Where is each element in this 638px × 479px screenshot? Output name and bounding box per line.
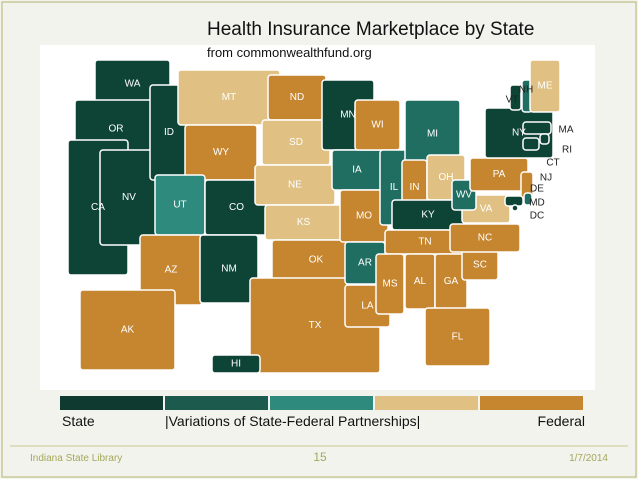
state-label: MD — [529, 198, 545, 209]
state-label: NY — [512, 128, 526, 139]
state-shape — [211, 354, 261, 374]
state-label: KY — [421, 210, 435, 221]
legend-label: Federal — [538, 413, 585, 429]
state-label: HI — [231, 359, 241, 370]
state-label: MO — [356, 211, 372, 222]
state-label: KS — [297, 217, 311, 228]
state-label: NJ — [540, 173, 552, 184]
subtitle: from commonwealthfund.org — [207, 45, 372, 60]
state-label: NE — [288, 180, 302, 191]
state-label: OH — [439, 172, 454, 183]
state-label: AZ — [165, 265, 178, 276]
legend — [60, 396, 583, 410]
state-label: MN — [340, 110, 356, 121]
state-label: DC — [530, 211, 544, 222]
legend-label: |Variations of State-Federal Partnership… — [165, 413, 420, 429]
page-number: 15 — [313, 450, 327, 464]
state-label: SC — [473, 260, 487, 271]
state-label: SD — [289, 137, 303, 148]
state-label: CT — [546, 158, 559, 169]
state-label: WV — [456, 190, 472, 201]
legend-swatch — [270, 396, 373, 410]
state-label: OR — [109, 124, 124, 135]
legend-swatch — [60, 396, 163, 410]
map: WA OR CA NV ID MT WY UT CO AZ NM ND SD NE KS OK TX MN IA MO… — [67, 59, 574, 374]
state-label: UT — [173, 200, 186, 211]
state-label: CO — [229, 202, 244, 213]
legend-swatch — [480, 396, 583, 410]
state-shape — [79, 289, 176, 371]
footer-source: Indiana State Library — [30, 453, 122, 464]
state-label: PA — [493, 169, 506, 180]
state-label: RI — [562, 145, 572, 156]
state-shape — [509, 84, 522, 111]
state-label: ME — [538, 81, 553, 92]
state-label: NC — [478, 233, 492, 244]
state-label: AK — [121, 325, 135, 336]
state-shape — [354, 99, 401, 151]
state-label: WA — [125, 79, 141, 90]
state-label: AL — [414, 276, 427, 287]
state-shape — [529, 59, 561, 113]
state-shape — [539, 133, 550, 145]
state-label: NM — [221, 264, 237, 275]
state-shape — [199, 234, 259, 304]
title: Health Insurance Marketplace by State — [207, 19, 534, 40]
state-label: IL — [390, 182, 399, 193]
state-label: GA — [444, 276, 459, 287]
state-label: NH — [519, 85, 533, 96]
state-shape — [424, 307, 491, 367]
legend-swatch — [165, 396, 268, 410]
state-shape — [522, 121, 552, 135]
state-label: FL — [452, 332, 464, 343]
state-label: CA — [91, 202, 105, 213]
state-label: WI — [371, 120, 383, 131]
state-shape — [375, 253, 405, 315]
state-shape — [523, 192, 533, 206]
state-label: ID — [164, 127, 174, 138]
state-label: AR — [358, 258, 372, 269]
state-label: OK — [309, 255, 324, 266]
state-label: MT — [222, 92, 236, 103]
state-label: MA — [559, 125, 574, 136]
legend-label: State — [62, 413, 95, 429]
state-label: NV — [122, 192, 136, 203]
state-label: MS — [383, 279, 398, 290]
state-label: IN — [410, 182, 420, 193]
state-label: MI — [427, 129, 438, 140]
state-label: VT — [506, 95, 519, 106]
state-label: TX — [309, 320, 322, 331]
state-label: ND — [290, 92, 304, 103]
state-shape — [522, 137, 540, 151]
state-shape — [449, 223, 521, 253]
legend-swatch — [375, 396, 478, 410]
state-label: WY — [213, 147, 229, 158]
state-shape — [511, 204, 519, 212]
state-label: DE — [530, 184, 544, 195]
state-label: TN — [418, 237, 431, 248]
state-label: VA — [480, 204, 493, 215]
footer-date: 1/7/2014 — [569, 453, 608, 464]
state-label: IA — [352, 165, 362, 176]
state-label: LA — [361, 301, 374, 312]
